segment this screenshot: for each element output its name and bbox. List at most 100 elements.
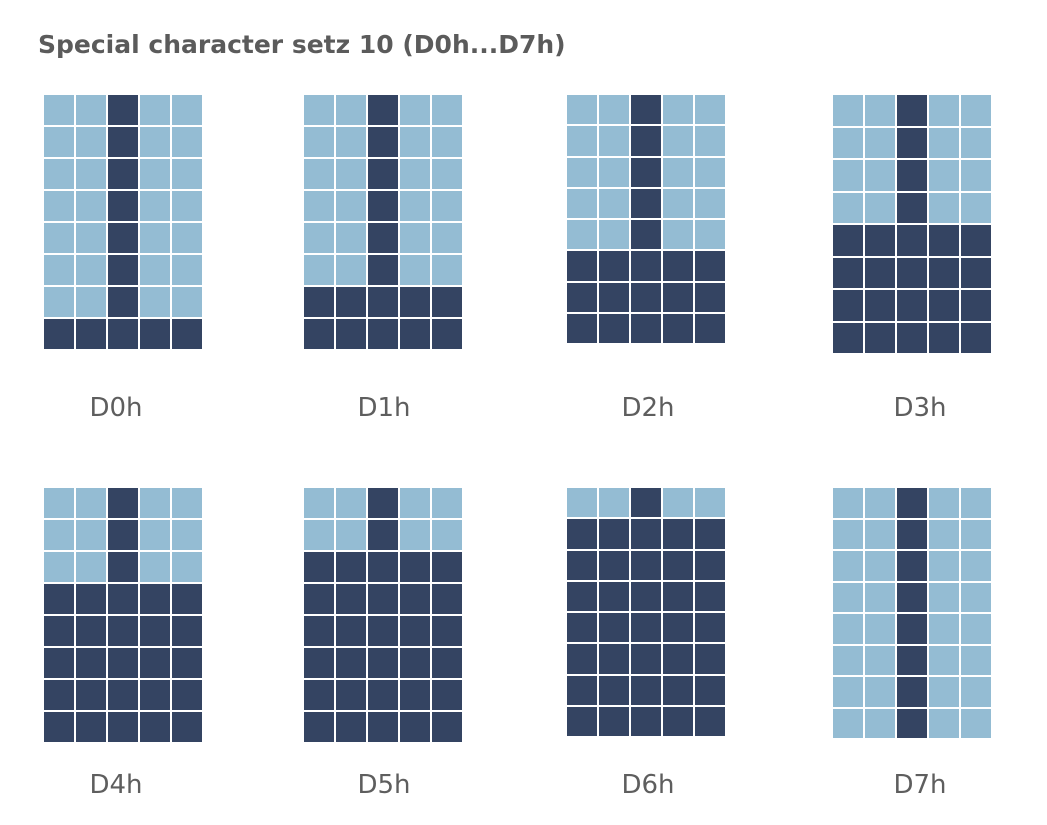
pixel-off <box>567 126 597 156</box>
pixel-on <box>432 712 462 742</box>
pixel-on <box>631 126 661 156</box>
pixel-off <box>336 520 366 550</box>
pixel-on <box>368 95 398 125</box>
pixel-on <box>336 584 366 614</box>
pixel-on <box>172 712 202 742</box>
pixel-on <box>897 582 927 612</box>
pixel-on <box>663 251 693 281</box>
pixel-on <box>304 712 334 742</box>
pixel-off <box>663 157 693 187</box>
pixel-on <box>108 712 138 742</box>
pixel-off <box>76 488 106 518</box>
pixel-off <box>929 582 959 612</box>
pixel-off <box>44 287 74 317</box>
page-title: Special character setz 10 (D0h...D7h) <box>38 30 566 59</box>
pixel-on <box>336 616 366 646</box>
pixel-off <box>432 255 462 285</box>
pixel-off <box>140 287 170 317</box>
pixel-off <box>865 614 895 644</box>
pixel-on <box>897 645 927 675</box>
pixel-off <box>599 95 629 125</box>
pixel-off <box>929 519 959 549</box>
pixel-on <box>929 290 959 321</box>
pixel-on <box>631 706 661 736</box>
pixel-on <box>368 616 398 646</box>
pixel-on <box>108 616 138 646</box>
glyph-d3h <box>833 95 991 353</box>
pixel-off <box>172 255 202 285</box>
pixel-on <box>631 613 661 643</box>
pixel-off <box>929 645 959 675</box>
pixel-on <box>567 282 597 312</box>
pixel-on <box>304 319 334 349</box>
pixel-on <box>336 648 366 678</box>
pixel-on <box>336 319 366 349</box>
glyph-label-d4h: D4h <box>89 770 143 800</box>
pixel-on <box>432 648 462 678</box>
pixel-on <box>865 322 895 353</box>
pixel-on <box>304 584 334 614</box>
pixel-off <box>961 614 991 644</box>
pixel-on <box>172 616 202 646</box>
pixel-off <box>76 552 106 582</box>
pixel-on <box>432 584 462 614</box>
pixel-on <box>368 552 398 582</box>
pixel-off <box>961 95 991 126</box>
pixel-on <box>897 160 927 191</box>
pixel-on <box>695 706 725 736</box>
pixel-off <box>865 708 895 738</box>
pixel-on <box>400 287 430 317</box>
pixel-on <box>432 680 462 710</box>
pixel-off <box>140 191 170 221</box>
pixel-on <box>172 584 202 614</box>
pixel-off <box>400 159 430 189</box>
pixel-off <box>865 192 895 223</box>
pixel-off <box>304 255 334 285</box>
pixel-on <box>172 319 202 349</box>
pixel-off <box>695 157 725 187</box>
pixel-on <box>695 251 725 281</box>
pixel-on <box>897 290 927 321</box>
pixel-off <box>400 223 430 253</box>
pixel-off <box>567 488 597 518</box>
pixel-off <box>833 127 863 158</box>
pixel-on <box>368 520 398 550</box>
pixel-on <box>599 550 629 580</box>
pixel-on <box>432 287 462 317</box>
pixel-off <box>663 488 693 518</box>
pixel-on <box>108 95 138 125</box>
pixel-on <box>44 319 74 349</box>
pixel-on <box>833 225 863 256</box>
pixel-on <box>108 319 138 349</box>
pixel-on <box>108 680 138 710</box>
pixel-off <box>140 552 170 582</box>
pixel-on <box>897 257 927 288</box>
pixel-off <box>599 188 629 218</box>
pixel-off <box>336 488 366 518</box>
pixel-on <box>400 319 430 349</box>
pixel-on <box>897 551 927 581</box>
pixel-off <box>140 223 170 253</box>
glyph-label-d0h: D0h <box>89 393 143 423</box>
pixel-off <box>961 582 991 612</box>
pixel-off <box>865 127 895 158</box>
pixel-on <box>140 319 170 349</box>
pixel-on <box>833 290 863 321</box>
pixel-on <box>76 648 106 678</box>
pixel-on <box>663 313 693 343</box>
pixel-off <box>336 191 366 221</box>
pixel-on <box>631 581 661 611</box>
pixel-on <box>336 712 366 742</box>
pixel-off <box>865 519 895 549</box>
pixel-on <box>599 251 629 281</box>
pixel-on <box>961 322 991 353</box>
pixel-off <box>76 255 106 285</box>
pixel-off <box>833 677 863 707</box>
pixel-on <box>567 581 597 611</box>
pixel-on <box>929 322 959 353</box>
pixel-off <box>400 191 430 221</box>
pixel-off <box>44 552 74 582</box>
pixel-off <box>304 520 334 550</box>
pixel-on <box>631 550 661 580</box>
pixel-on <box>599 519 629 549</box>
